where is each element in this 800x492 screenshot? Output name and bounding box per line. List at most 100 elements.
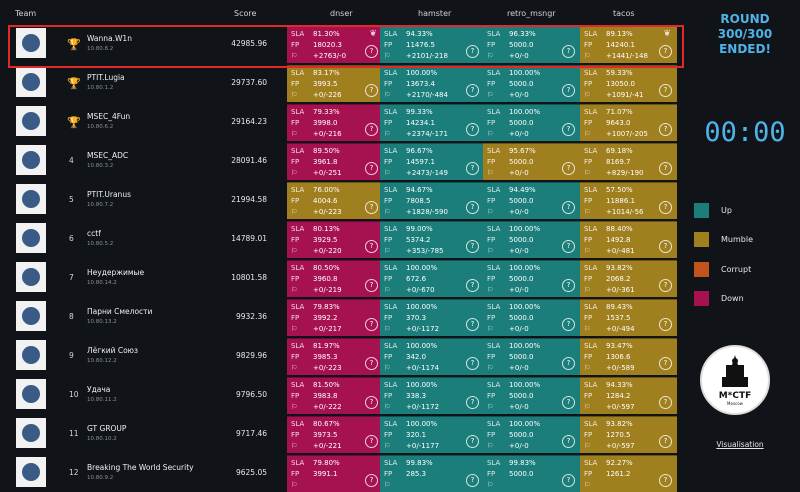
team-name[interactable]: Wanna.W1n (87, 34, 132, 43)
team-name[interactable]: PTIT.Uranus (87, 190, 131, 199)
help-icon[interactable]: ? (365, 318, 378, 331)
service-cell[interactable]: SLA 71.07% FP 9643.0 ⚐ +1007/-205? (580, 104, 677, 141)
service-cell[interactable]: SLA 100.00% FP 320.1 ⚐ +0/-1177? (380, 416, 484, 453)
service-cell[interactable]: SLA 79.80% FP 3991.1 ⚐? (287, 455, 383, 492)
help-icon[interactable]: ? (562, 396, 575, 409)
team-name[interactable]: Парни Смелости (87, 307, 153, 316)
help-icon[interactable]: ? (562, 240, 575, 253)
service-cell[interactable]: SLA 99.33% FP 14234.1 ⚐ +2374/-171? (380, 104, 484, 141)
team-name[interactable]: PTIT.Lugia (87, 73, 125, 82)
visualisation-link[interactable]: Visualisation (716, 440, 764, 449)
help-icon[interactable]: ? (659, 162, 672, 175)
help-icon[interactable]: ? (365, 201, 378, 214)
team-name[interactable]: Лёгкий Союз (87, 346, 138, 355)
help-icon[interactable]: ? (659, 474, 672, 487)
service-cell[interactable]: SLA 100.00% FP 5000.0 ⚐ +0/-0? (483, 299, 580, 336)
help-icon[interactable]: ? (466, 279, 479, 292)
help-icon[interactable]: ? (365, 396, 378, 409)
team-row[interactable]: 4 MSEC_ADC 10.80.3.2 28091.46 SLA 89.50% FP 396… (7, 143, 685, 180)
header-service-hamster[interactable]: hamster (418, 9, 452, 18)
team-name[interactable]: Breaking The World Security (87, 463, 194, 472)
service-cell[interactable]: SLA 96.67% FP 14597.1 ⚐ +2473/-149? (380, 143, 484, 180)
help-icon[interactable]: ? (659, 396, 672, 409)
team-row[interactable]: 8 Парни Смелости 10.80.13.2 9932.36 SLA 79.83… (7, 299, 685, 336)
help-icon[interactable]: ? (365, 240, 378, 253)
help-icon[interactable]: ? (365, 45, 378, 58)
team-row[interactable]: 5 PTIT.Uranus 10.80.7.2 21994.58 SLA 76.00% FP… (7, 182, 685, 219)
team-row[interactable]: 🏆 MSEC_4Fun 10.80.6.2 29164.23 SLA 79.33% FP 39… (7, 104, 685, 141)
service-cell[interactable]: SLA 96.33% FP 5000.0 ⚐ +0/-0? (483, 26, 580, 63)
service-cell[interactable]: SLA 94.33% FP 1284.2 ⚐ +0/-597? (580, 377, 677, 414)
help-icon[interactable]: ? (659, 240, 672, 253)
service-cell[interactable]: SLA 81.30% FP 18020.3 ⚐ +2763/-0? ❦ (287, 26, 383, 63)
help-icon[interactable]: ? (562, 357, 575, 370)
help-icon[interactable]: ? (562, 279, 575, 292)
service-cell[interactable]: SLA 88.40% FP 1492.8 ⚐ +0/-481? (580, 221, 677, 258)
help-icon[interactable]: ? (365, 357, 378, 370)
team-name[interactable]: MSEC_ADC (87, 151, 129, 160)
service-cell[interactable]: SLA 81.50% FP 3983.8 ⚐ +0/-222? (287, 377, 383, 414)
team-row[interactable]: 🏆 PTIT.Lugia 10.80.1.2 29737.60 SLA 83.17% FP 3… (7, 65, 685, 102)
service-cell[interactable]: SLA 100.00% FP 5000.0 ⚐ +0/-0? (483, 377, 580, 414)
help-icon[interactable]: ? (365, 123, 378, 136)
service-cell[interactable]: SLA 94.67% FP 7808.5 ⚐ +1828/-590? (380, 182, 484, 219)
service-cell[interactable]: SLA 89.50% FP 3961.8 ⚐ +0/-251? (287, 143, 383, 180)
help-icon[interactable]: ? (659, 357, 672, 370)
service-cell[interactable]: SLA 89.13% FP 14240.1 ⚐ +1441/-148? ❦ (580, 26, 677, 63)
service-cell[interactable]: SLA 80.50% FP 3960.8 ⚐ +0/-219? (287, 260, 383, 297)
service-cell[interactable]: SLA 93.47% FP 1306.6 ⚐ +0/-589? (580, 338, 677, 375)
service-cell[interactable]: SLA 93.82% FP 1270.5 ⚐ +0/-597? (580, 416, 677, 453)
service-cell[interactable]: SLA 76.00% FP 4004.6 ⚐ +0/-223? (287, 182, 383, 219)
service-cell[interactable]: SLA 100.00% FP 5000.0 ⚐ +0/-0? (483, 221, 580, 258)
help-icon[interactable]: ? (659, 279, 672, 292)
help-icon[interactable]: ? (562, 201, 575, 214)
service-cell[interactable]: SLA 80.67% FP 3973.5 ⚐ +0/-221? (287, 416, 383, 453)
team-row[interactable]: 🏆 Wanna.W1n 10.80.8.2 42985.96 SLA 81.30% FP 18… (7, 26, 685, 63)
header-service-tacos[interactable]: tacos (613, 9, 635, 18)
service-cell[interactable]: SLA 100.00% FP 5000.0 ⚐ +0/-0? (483, 104, 580, 141)
team-name[interactable]: MSEC_4Fun (87, 112, 131, 121)
team-row[interactable]: 12 Breaking The World Security 10.80.9.2 96… (7, 455, 685, 492)
service-cell[interactable]: SLA 94.33% FP 11476.5 ⚐ +2101/-218? (380, 26, 484, 63)
team-row[interactable]: 7 Неудержимые 10.80.14.2 10801.58 SLA 80.50% F… (7, 260, 685, 297)
service-cell[interactable]: SLA 100.00% FP 5000.0 ⚐ +0/-0? (483, 338, 580, 375)
help-icon[interactable]: ? (659, 84, 672, 97)
help-icon[interactable]: ? (466, 318, 479, 331)
team-row[interactable]: 6 cctf 10.80.5.2 14789.01 SLA 80.13% FP 3929.5 ⚐… (7, 221, 685, 258)
team-row[interactable]: 9 Лёгкий Союз 10.80.12.2 9829.96 SLA 81.97% FP… (7, 338, 685, 375)
service-cell[interactable]: SLA 99.83% FP 285.3 ⚐? (380, 455, 484, 492)
service-cell[interactable]: SLA 94.49% FP 5000.0 ⚐ +0/-0? (483, 182, 580, 219)
service-cell[interactable]: SLA 80.13% FP 3929.5 ⚐ +0/-220? (287, 221, 383, 258)
help-icon[interactable]: ? (365, 435, 378, 448)
service-cell[interactable]: SLA 79.33% FP 3998.0 ⚐ +0/-216? (287, 104, 383, 141)
help-icon[interactable]: ? (466, 201, 479, 214)
service-cell[interactable]: SLA 93.82% FP 2068.2 ⚐ +0/-361? (580, 260, 677, 297)
team-name[interactable]: Неудержимые (87, 268, 145, 277)
service-cell[interactable]: SLA 100.00% FP 370.3 ⚐ +0/-1172? (380, 299, 484, 336)
service-cell[interactable]: SLA 100.00% FP 342.0 ⚐ +0/-1174? (380, 338, 484, 375)
team-name[interactable]: Удача (87, 385, 111, 394)
help-icon[interactable]: ? (365, 162, 378, 175)
help-icon[interactable]: ? (562, 162, 575, 175)
service-cell[interactable]: SLA 69.18% FP 8169.7 ⚐ +829/-190? (580, 143, 677, 180)
help-icon[interactable]: ? (466, 84, 479, 97)
help-icon[interactable]: ? (365, 279, 378, 292)
help-icon[interactable]: ? (562, 84, 575, 97)
help-icon[interactable]: ? (562, 318, 575, 331)
header-service-dnser[interactable]: dnser (330, 9, 353, 18)
team-name[interactable]: GT GROUP (87, 424, 127, 433)
service-cell[interactable]: SLA 79.83% FP 3992.2 ⚐ +0/-217? (287, 299, 383, 336)
help-icon[interactable]: ? (466, 45, 479, 58)
help-icon[interactable]: ? (365, 474, 378, 487)
team-name[interactable]: cctf (87, 229, 101, 238)
service-cell[interactable]: SLA 92.27% FP 1261.2 ⚐? (580, 455, 677, 492)
service-cell[interactable]: SLA 81.97% FP 3985.3 ⚐ +0/-223? (287, 338, 383, 375)
service-cell[interactable]: SLA 59.33% FP 13050.0 ⚐ +1091/-41? (580, 65, 677, 102)
help-icon[interactable]: ? (466, 474, 479, 487)
help-icon[interactable]: ? (466, 435, 479, 448)
help-icon[interactable]: ? (466, 240, 479, 253)
service-cell[interactable]: SLA 99.00% FP 5374.2 ⚐ +353/-785? (380, 221, 484, 258)
help-icon[interactable]: ? (659, 201, 672, 214)
help-icon[interactable]: ? (466, 162, 479, 175)
help-icon[interactable]: ? (562, 474, 575, 487)
